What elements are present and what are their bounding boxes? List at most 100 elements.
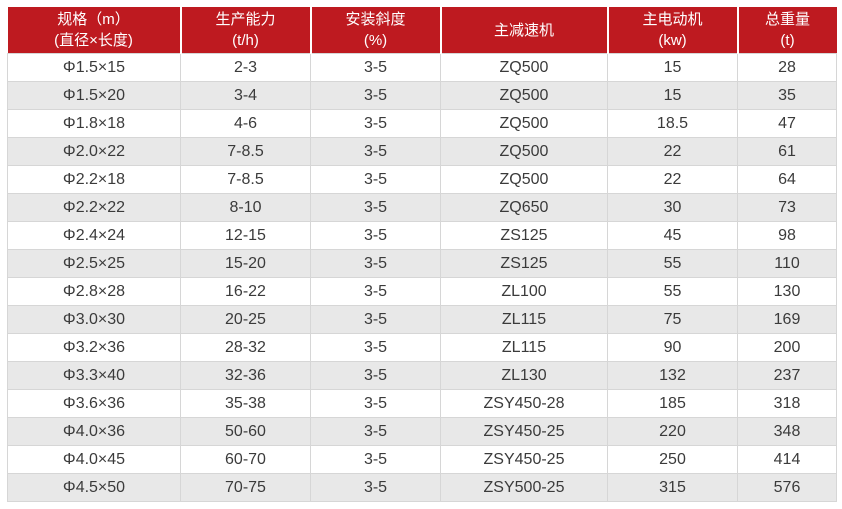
column-header-reducer: 主减速机	[440, 7, 609, 54]
table-cell: 3-5	[310, 137, 441, 166]
table-cell: Φ2.0×22	[7, 137, 181, 166]
header-unit: (t)	[780, 32, 795, 49]
table-cell: 61	[737, 137, 837, 166]
table-cell: 200	[737, 333, 837, 362]
table-cell: Φ1.8×18	[7, 109, 181, 138]
header-label: 生产能力	[215, 11, 276, 28]
table-cell: 3-5	[310, 333, 441, 362]
table-cell: ZQ650	[440, 193, 608, 222]
table-cell: 35-38	[180, 389, 311, 418]
table-cell: ZSY450-25	[440, 417, 608, 446]
table-cell: Φ2.8×28	[7, 277, 181, 306]
table-cell: 3-4	[180, 81, 311, 110]
table-cell: 98	[737, 221, 837, 250]
table-row: Φ4.5×50 70-75 3-5 ZSY500-25 315 576	[7, 473, 837, 502]
table-cell: 45	[607, 221, 738, 250]
table-cell: ZQ500	[440, 165, 608, 194]
table-cell: Φ2.4×24	[7, 221, 181, 250]
table-cell: ZL115	[440, 305, 608, 334]
header-unit: (直径×长度)	[54, 32, 133, 49]
table-cell: 30	[607, 193, 738, 222]
table-cell: 3-5	[310, 221, 441, 250]
header-unit: (%)	[363, 32, 388, 49]
table-row: Φ3.3×40 32-36 3-5 ZL130 132 237	[7, 361, 837, 390]
header-row: 规格（m） (直径×长度) 生产能力 (t/h) 安装斜度 (%) 主减速机 主…	[7, 7, 837, 54]
table-row: Φ2.0×22 7-8.5 3-5 ZQ500 22 61	[7, 137, 837, 166]
table-row: Φ1.5×15 2-3 3-5 ZQ500 15 28	[7, 53, 837, 82]
table-cell: 237	[737, 361, 837, 390]
table-cell: 7-8.5	[180, 137, 311, 166]
table-row: Φ2.5×25 15-20 3-5 ZS125 55 110	[7, 249, 837, 278]
table-cell: 348	[737, 417, 837, 446]
table-cell: 8-10	[180, 193, 311, 222]
table-cell: 32-36	[180, 361, 311, 390]
table-cell: 15	[607, 81, 738, 110]
column-header-weight: 总重量 (t)	[737, 7, 837, 54]
table-cell: 4-6	[180, 109, 311, 138]
table-cell: ZSY450-25	[440, 445, 608, 474]
table-cell: 28-32	[180, 333, 311, 362]
table-row: Φ4.0×36 50-60 3-5 ZSY450-25 220 348	[7, 417, 837, 446]
table-cell: 3-5	[310, 417, 441, 446]
header-label: 总重量	[764, 11, 810, 28]
table-cell: 132	[607, 361, 738, 390]
table-cell: Φ3.2×36	[7, 333, 181, 362]
table-cell: 315	[607, 473, 738, 502]
table-cell: 3-5	[310, 305, 441, 334]
table-row: Φ2.2×18 7-8.5 3-5 ZQ500 22 64	[7, 165, 837, 194]
table-cell: ZQ500	[440, 81, 608, 110]
table-cell: 169	[737, 305, 837, 334]
table-cell: 185	[607, 389, 738, 418]
column-header-spec: 规格（m） (直径×长度)	[7, 7, 182, 54]
table-cell: ZSY450-28	[440, 389, 608, 418]
table-cell: 3-5	[310, 81, 441, 110]
table-cell: Φ4.5×50	[7, 473, 181, 502]
table-row: Φ2.2×22 8-10 3-5 ZQ650 30 73	[7, 193, 837, 222]
header-unit: (kw)	[658, 32, 687, 49]
table-cell: Φ2.5×25	[7, 249, 181, 278]
table-row: Φ1.5×20 3-4 3-5 ZQ500 15 35	[7, 81, 837, 110]
table-cell: 60-70	[180, 445, 311, 474]
table-cell: 55	[607, 277, 738, 306]
table-cell: ZL115	[440, 333, 608, 362]
table-cell: 3-5	[310, 109, 441, 138]
table-cell: Φ2.2×22	[7, 193, 181, 222]
table-cell: 35	[737, 81, 837, 110]
table-cell: 110	[737, 249, 837, 278]
table-cell: 16-22	[180, 277, 311, 306]
table-header: 规格（m） (直径×长度) 生产能力 (t/h) 安装斜度 (%) 主减速机 主…	[7, 7, 837, 54]
header-label: 主减速机	[493, 21, 554, 39]
table-cell: ZQ500	[440, 53, 608, 82]
table-cell: 576	[737, 473, 837, 502]
table-cell: 47	[737, 109, 837, 138]
table-body: Φ1.5×15 2-3 3-5 ZQ500 15 28 Φ1.5×20 3-4 3-5 ZQ500…	[7, 53, 837, 502]
table-cell: 3-5	[310, 53, 441, 82]
header-label: 主电动机	[642, 11, 703, 28]
table-cell: ZQ500	[440, 109, 608, 138]
table-cell: ZL100	[440, 277, 608, 306]
table-cell: 2-3	[180, 53, 311, 82]
table-cell: 90	[607, 333, 738, 362]
table-cell: 318	[737, 389, 837, 418]
table-cell: ZQ500	[440, 137, 608, 166]
table-cell: Φ3.6×36	[7, 389, 181, 418]
spec-table-container: 规格（m） (直径×长度) 生产能力 (t/h) 安装斜度 (%) 主减速机 主…	[7, 7, 837, 502]
table-row: Φ3.2×36 28-32 3-5 ZL115 90 200	[7, 333, 837, 362]
table-cell: 3-5	[310, 473, 441, 502]
table-cell: ZS125	[440, 249, 608, 278]
table-row: Φ2.4×24 12-15 3-5 ZS125 45 98	[7, 221, 837, 250]
table-cell: 15-20	[180, 249, 311, 278]
column-header-capacity: 生产能力 (t/h)	[180, 7, 312, 54]
table-cell: 22	[607, 165, 738, 194]
table-cell: Φ4.0×36	[7, 417, 181, 446]
table-row: Φ2.8×28 16-22 3-5 ZL100 55 130	[7, 277, 837, 306]
table-row: Φ1.8×18 4-6 3-5 ZQ500 18.5 47	[7, 109, 837, 138]
table-cell: 64	[737, 165, 837, 194]
table-cell: Φ3.3×40	[7, 361, 181, 390]
spec-table: 规格（m） (直径×长度) 生产能力 (t/h) 安装斜度 (%) 主减速机 主…	[7, 7, 837, 502]
table-cell: 28	[737, 53, 837, 82]
table-row: Φ4.0×45 60-70 3-5 ZSY450-25 250 414	[7, 445, 837, 474]
table-cell: 414	[737, 445, 837, 474]
table-row: Φ3.6×36 35-38 3-5 ZSY450-28 185 318	[7, 389, 837, 418]
table-cell: 55	[607, 249, 738, 278]
